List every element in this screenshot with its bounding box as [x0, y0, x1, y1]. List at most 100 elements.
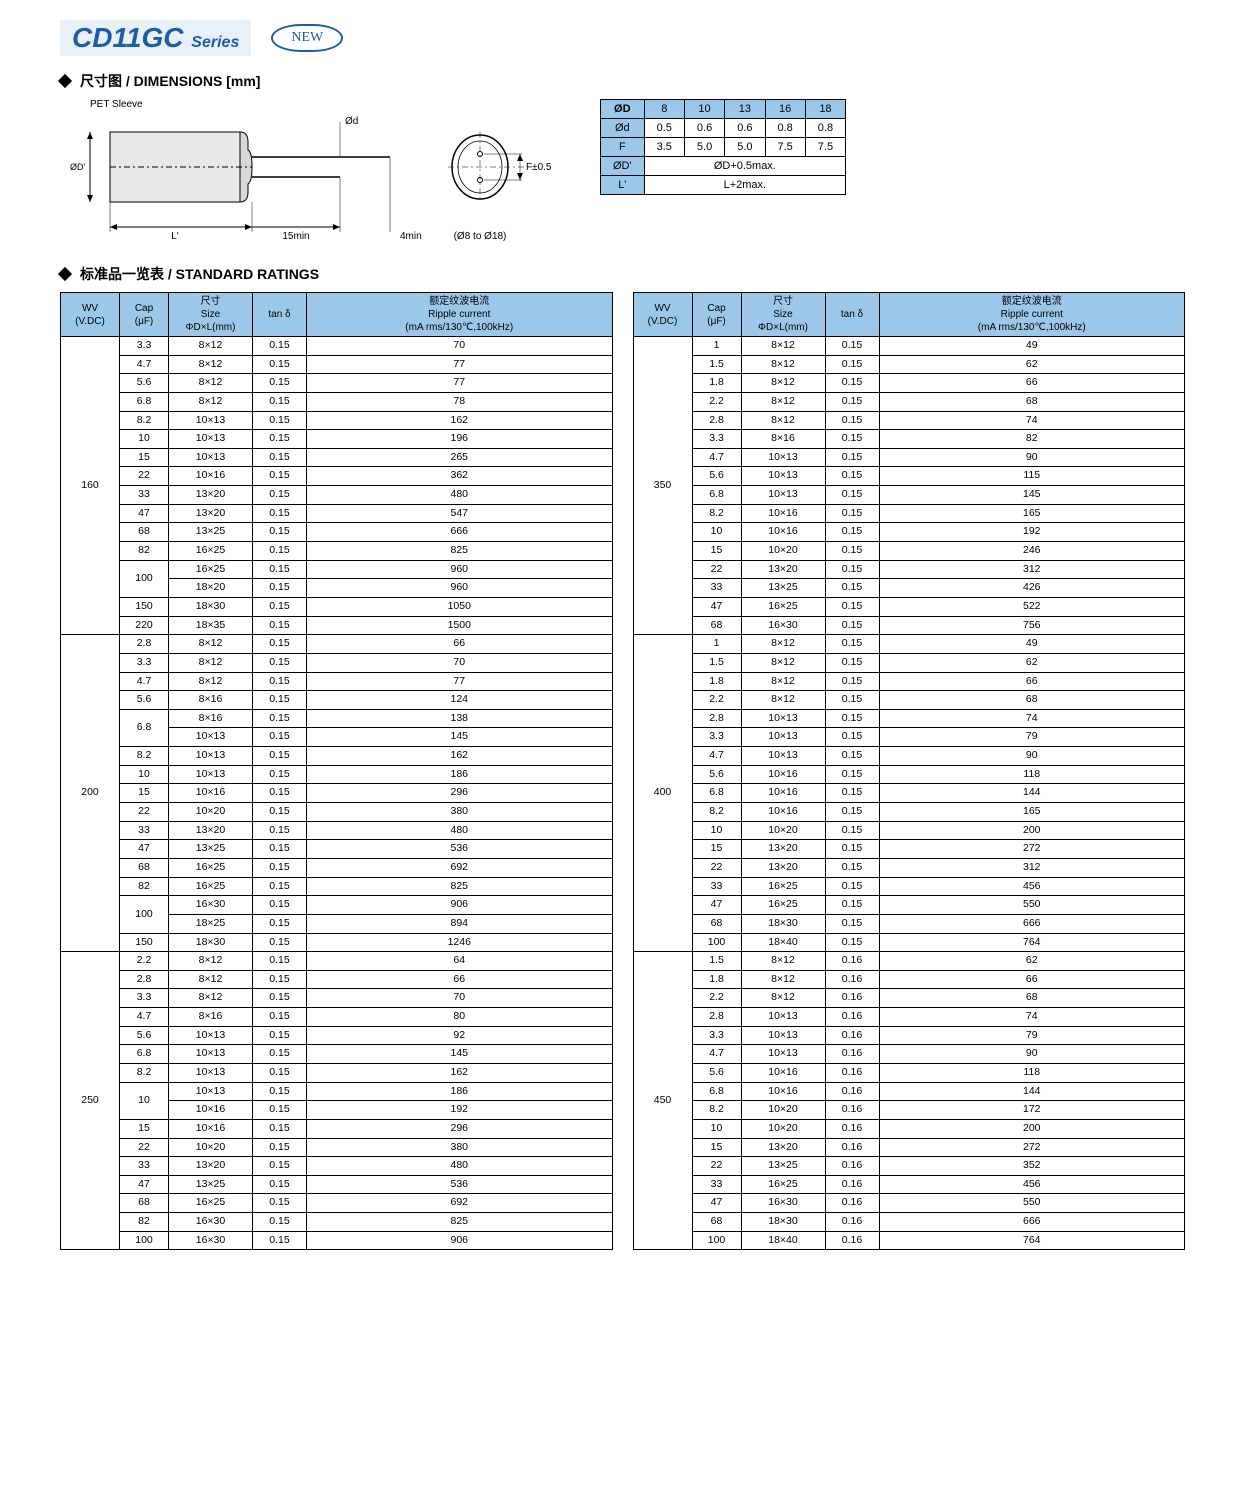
data-cell: 0.15 — [825, 597, 879, 616]
cap-cell: 6.8 — [120, 709, 169, 746]
cap-cell: 82 — [120, 1213, 169, 1232]
data-cell: 0.15 — [825, 709, 879, 728]
data-cell: 0.15 — [825, 728, 879, 747]
data-cell: 10×13 — [741, 747, 825, 766]
cap-cell: 3.3 — [692, 430, 741, 449]
data-cell: 0.15 — [825, 858, 879, 877]
data-cell: 0.15 — [253, 1026, 307, 1045]
data-cell: 0.15 — [253, 709, 307, 728]
data-cell: 16×25 — [169, 877, 253, 896]
cap-cell: 47 — [120, 840, 169, 859]
cap-cell: 22 — [120, 467, 169, 486]
data-cell: 0.15 — [253, 747, 307, 766]
cap-cell: 6.8 — [692, 486, 741, 505]
data-cell: 79 — [879, 728, 1185, 747]
data-cell: 8×12 — [169, 672, 253, 691]
cap-cell: 4.7 — [692, 448, 741, 467]
data-cell: 115 — [879, 467, 1185, 486]
data-cell: 0.15 — [253, 672, 307, 691]
data-cell: 16×30 — [741, 616, 825, 635]
data-cell: 756 — [879, 616, 1185, 635]
dim-hdr: 16 — [765, 100, 805, 119]
cap-cell: 8.2 — [692, 1101, 741, 1120]
data-cell: 0.15 — [253, 448, 307, 467]
cap-cell: 2.2 — [692, 392, 741, 411]
data-cell: 906 — [307, 1231, 613, 1250]
cap-cell: 2.8 — [120, 970, 169, 989]
data-cell: 8×16 — [169, 1008, 253, 1027]
data-cell: 0.15 — [825, 337, 879, 356]
data-cell: 0.15 — [253, 821, 307, 840]
data-cell: 0.15 — [825, 579, 879, 598]
data-cell: 0.15 — [253, 337, 307, 356]
data-cell: 8×12 — [169, 374, 253, 393]
data-cell: 49 — [879, 635, 1185, 654]
dim-cell: L' — [601, 176, 645, 195]
data-cell: 0.15 — [253, 1082, 307, 1101]
dim-cell: Ød — [601, 119, 645, 138]
cap-cell: 22 — [120, 1138, 169, 1157]
data-cell: 312 — [879, 560, 1185, 579]
new-badge: NEW — [271, 24, 343, 52]
cap-cell: 1.5 — [692, 952, 741, 971]
cap-cell: 3.3 — [120, 653, 169, 672]
data-cell: 18×30 — [741, 1213, 825, 1232]
ratings-table-right: WV(V.DC)Cap(μF)尺寸SizeΦD×L(mm)tan δ额定纹波电流… — [633, 292, 1186, 1250]
data-cell: 380 — [307, 803, 613, 822]
data-cell: 10×16 — [169, 467, 253, 486]
data-cell: 8×12 — [741, 374, 825, 393]
data-cell: 62 — [879, 952, 1185, 971]
data-cell: 18×20 — [169, 579, 253, 598]
data-cell: 16×30 — [741, 1194, 825, 1213]
pet-sleeve-label: PET Sleeve — [90, 99, 560, 110]
cap-cell: 22 — [692, 560, 741, 579]
data-cell: 10×16 — [741, 803, 825, 822]
data-cell: 550 — [879, 1194, 1185, 1213]
cap-cell: 33 — [120, 821, 169, 840]
cap-cell: 82 — [120, 877, 169, 896]
data-cell: 10×13 — [169, 765, 253, 784]
data-cell: 186 — [307, 1082, 613, 1101]
od-prime-label: ØD' — [70, 162, 86, 172]
wv-cell: 450 — [633, 952, 692, 1250]
data-cell: 16×25 — [741, 896, 825, 915]
data-cell: 10×16 — [741, 523, 825, 542]
title-main: CD11GC — [72, 22, 184, 53]
title-sub: Series — [191, 34, 239, 51]
data-cell: 272 — [879, 1138, 1185, 1157]
cap-cell: 10 — [692, 1119, 741, 1138]
dim-cell: L+2max. — [644, 176, 845, 195]
data-cell: 10×16 — [169, 1119, 253, 1138]
lead15-label: 15min — [282, 231, 309, 242]
data-cell: 0.15 — [825, 448, 879, 467]
cap-cell: 68 — [692, 1213, 741, 1232]
data-cell: 0.15 — [253, 467, 307, 486]
cap-cell: 33 — [692, 1175, 741, 1194]
data-cell: 16×25 — [169, 542, 253, 561]
col-ripple: 额定纹波电流Ripple current(mA rms/130℃,100kHz) — [307, 293, 613, 337]
cap-cell: 68 — [692, 616, 741, 635]
data-cell: 0.15 — [825, 691, 879, 710]
capacitor-drawing: ØD' L' 15min 4min Ød — [60, 112, 560, 252]
cap-cell: 33 — [120, 1157, 169, 1176]
cap-cell: 8.2 — [120, 1063, 169, 1082]
data-cell: 0.15 — [825, 616, 879, 635]
cap-cell: 33 — [120, 486, 169, 505]
diamond-icon — [58, 74, 72, 88]
data-cell: 144 — [879, 784, 1185, 803]
data-cell: 196 — [307, 430, 613, 449]
data-cell: 13×25 — [741, 1157, 825, 1176]
data-cell: 10×13 — [741, 1008, 825, 1027]
data-cell: 666 — [879, 1213, 1185, 1232]
col-wv: WV(V.DC) — [61, 293, 120, 337]
lead4-label: 4min — [400, 231, 422, 242]
cap-cell: 1.8 — [692, 374, 741, 393]
data-cell: 0.15 — [825, 486, 879, 505]
cap-cell: 8.2 — [120, 747, 169, 766]
data-cell: 8×12 — [741, 337, 825, 356]
cap-cell: 100 — [120, 560, 169, 597]
data-cell: 0.16 — [825, 1026, 879, 1045]
data-cell: 296 — [307, 784, 613, 803]
data-cell: 0.15 — [253, 1194, 307, 1213]
data-cell: 80 — [307, 1008, 613, 1027]
